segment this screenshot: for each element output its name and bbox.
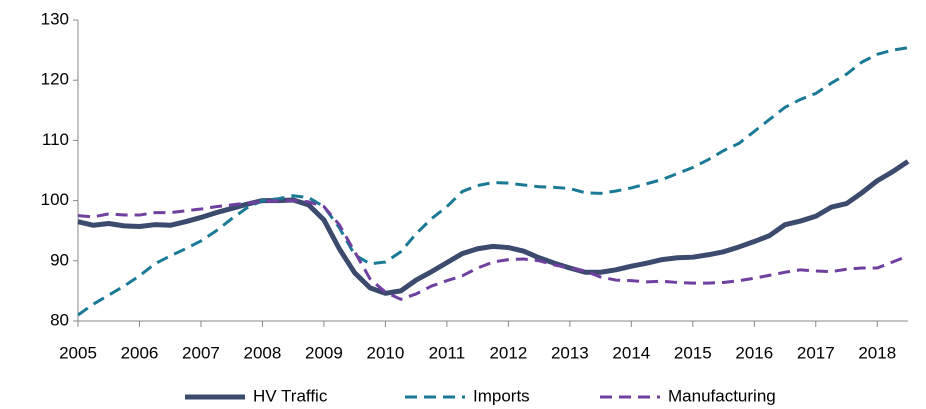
x-tick-label: 2013: [551, 343, 589, 362]
legend-label: Manufacturing: [668, 386, 776, 405]
x-tick-label: 2018: [858, 343, 896, 362]
x-tick-label: 2014: [612, 343, 650, 362]
legend-label: HV Traffic: [253, 386, 328, 405]
x-tick-label: 2006: [121, 343, 159, 362]
legend-label: Imports: [473, 386, 530, 405]
series-line: [77, 46, 909, 317]
x-tick-label: 2016: [735, 343, 773, 362]
x-tick-label: 2012: [489, 343, 527, 362]
y-tick-label: 120: [41, 70, 69, 89]
y-tick-label: 90: [50, 250, 69, 269]
series-line: [77, 199, 909, 301]
x-tick-label: 2015: [674, 343, 712, 362]
y-tick-label: 130: [41, 9, 69, 28]
x-tick-label: 2011: [429, 343, 466, 362]
y-tick-label: 110: [42, 130, 69, 149]
y-tick-label: 100: [41, 190, 69, 209]
x-tick-label: 2010: [366, 343, 404, 362]
series-line: [77, 159, 910, 296]
x-tick-label: 2008: [244, 343, 282, 362]
x-tick-label: 2005: [59, 343, 97, 362]
x-tick-label: 2017: [797, 343, 835, 362]
y-tick-label: 80: [50, 310, 69, 329]
x-tick-label: 2009: [305, 343, 343, 362]
x-tick-label: 2007: [182, 343, 220, 362]
